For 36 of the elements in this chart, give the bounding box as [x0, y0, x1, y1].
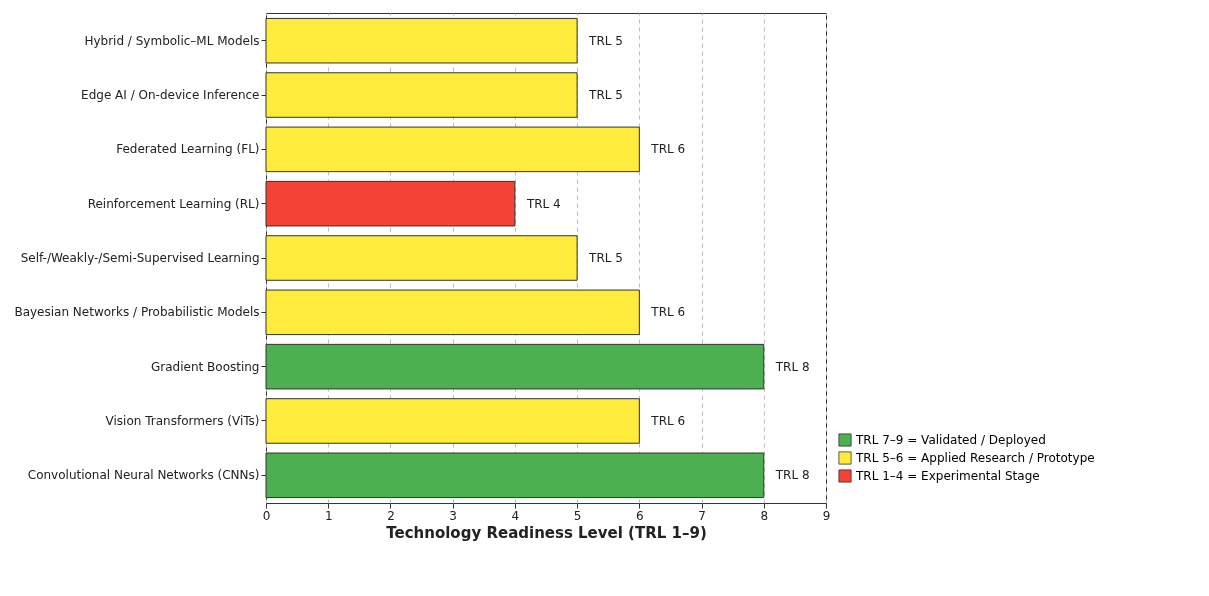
data-label: TRL 5	[588, 33, 623, 48]
data-label: TRL 5	[588, 251, 623, 265]
y-tick-label: Self-/Weakly-/Semi-Supervised Learning	[20, 251, 260, 265]
data-label: TRL 4	[525, 196, 561, 211]
data-label: TRL 6	[650, 142, 686, 157]
bar	[265, 398, 640, 444]
bar	[265, 126, 640, 173]
x-tick-label: 1	[324, 508, 333, 523]
x-tick-label: 3	[449, 508, 457, 523]
bar	[265, 72, 578, 118]
legend-label: TRL 7–9 = Validated / Deployed	[855, 433, 1046, 447]
y-tick-label: Gradient Boosting	[151, 359, 260, 374]
x-tick-label: 5	[573, 508, 582, 523]
y-tick-label: Edge AI / On-device Inference	[81, 88, 260, 103]
legend-label: TRL 5–6 = Applied Research / Prototype	[855, 451, 1095, 465]
y-tick-label: Bayesian Networks / Probabilistic Models	[14, 305, 260, 320]
x-tick-label: 8	[760, 508, 769, 523]
x-tick-label: 9	[822, 508, 831, 523]
y-tick-label: Convolutional Neural Networks (CNNs)	[27, 468, 260, 483]
y-tick-label: Federated Learning (FL)	[116, 142, 260, 157]
data-label: TRL 8	[774, 468, 810, 483]
y-tick-label: Vision Transformers (ViTs)	[105, 413, 260, 428]
data-label: TRL 6	[650, 305, 686, 320]
x-tick-label: 2	[387, 508, 395, 523]
y-tick-label: Reinforcement Learning (RL)	[87, 196, 260, 211]
data-label: TRL 8	[774, 359, 810, 374]
data-label: TRL 6	[650, 413, 686, 428]
x-tick-label: 7	[698, 508, 706, 523]
data-label: TRL 5	[588, 88, 623, 103]
x-tick-label: 6	[636, 508, 644, 523]
x-tick-label: 0	[262, 508, 271, 523]
y-tick-label: Hybrid / Symbolic–ML Models	[84, 33, 260, 48]
legend-label: TRL 1–4 = Experimental Stage	[855, 469, 1040, 483]
x-axis-title: Technology Readiness Level (TRL 1–9)	[386, 523, 707, 542]
bar	[265, 343, 765, 390]
x-tick-label: 4	[511, 508, 520, 523]
